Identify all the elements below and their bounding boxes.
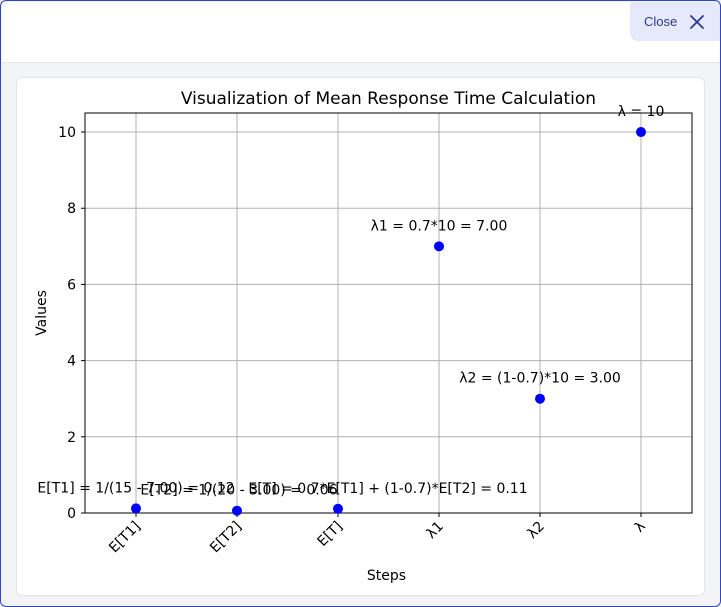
data-annotation: E[T1] = 1/(15 - 7.00) = 0.12 [37, 480, 234, 496]
y-tick-label: 2 [67, 430, 76, 446]
x-tick-label: λ2 [524, 519, 547, 542]
data-annotation: λ1 = 0.7*10 = 7.00 [371, 218, 508, 234]
close-icon [689, 14, 705, 30]
x-tick-label: E[T] [314, 519, 345, 550]
x-tick-label: E[T2] [207, 519, 245, 557]
data-points [131, 127, 646, 516]
y-tick-label: 10 [58, 125, 76, 141]
grid [85, 113, 692, 514]
x-tick-label: E[T1] [106, 519, 144, 557]
data-annotation: E[T] = 0.7*E[T1] + (1-0.7)*E[T2] = 0.11 [248, 481, 527, 497]
x-tick-label: λ [632, 519, 649, 536]
data-point [434, 241, 444, 252]
y-tick-label: 8 [67, 201, 76, 217]
close-button-label: Close [644, 14, 678, 29]
chart-title: Visualization of Mean Response Time Calc… [181, 89, 596, 109]
dialog-header: Close [2, 2, 720, 63]
y-tick-label: 4 [67, 354, 76, 370]
x-tick-label: λ1 [423, 519, 446, 542]
close-button[interactable]: Close [630, 2, 720, 41]
data-point [636, 127, 646, 138]
scatter-chart: Visualization of Mean Response Time Calc… [34, 89, 693, 584]
chart-card: Visualization of Mean Response Time Calc… [16, 77, 705, 596]
data-annotation: λ2 = (1-0.7)*10 = 3.00 [459, 371, 621, 387]
plot-area [84, 112, 693, 514]
x-axis-label: Steps [367, 568, 406, 584]
data-point [333, 503, 343, 514]
y-tick-label: 0 [67, 506, 76, 522]
y-tick-label: 6 [67, 277, 76, 293]
data-annotation: λ = 10 [618, 104, 665, 120]
y-axis-label: Values [34, 290, 50, 336]
data-point [232, 505, 242, 516]
data-annotation: E[T2] = 1/(20 - 3.00) = 0.06 [140, 483, 337, 499]
data-point [535, 393, 545, 404]
annotations: E[T1] = 1/(15 - 7.00) = 0.12E[T2] = 1/(2… [37, 104, 664, 499]
data-point [131, 503, 141, 514]
